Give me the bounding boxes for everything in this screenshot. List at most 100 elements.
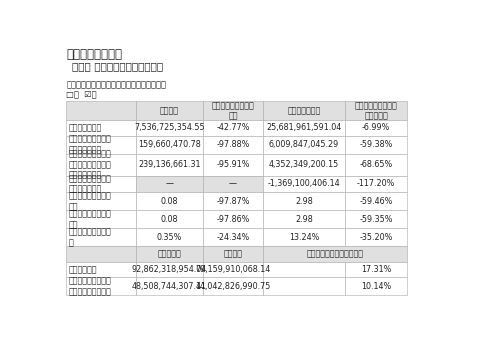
Bar: [263, 210, 345, 228]
Text: 一、主要财务数据: 一、主要财务数据: [66, 48, 122, 61]
Text: 239,136,661.31: 239,136,661.31: [138, 160, 201, 169]
Text: -59.46%: -59.46%: [359, 197, 393, 206]
Bar: [263, 136, 345, 154]
Text: 年初至报告期末: 年初至报告期末: [287, 106, 321, 115]
Text: -35.20%: -35.20%: [359, 233, 393, 242]
Bar: [263, 228, 345, 246]
Bar: [345, 228, 407, 246]
Text: -117.20%: -117.20%: [357, 179, 395, 188]
Text: —: —: [229, 179, 237, 188]
Bar: [263, 154, 345, 175]
Text: 25,681,961,591.04: 25,681,961,591.04: [266, 123, 342, 132]
Text: 10.14%: 10.14%: [361, 282, 391, 291]
Bar: [136, 210, 203, 228]
Bar: [66, 120, 136, 136]
Bar: [203, 277, 263, 295]
Text: 13.24%: 13.24%: [289, 233, 319, 242]
Text: 48,508,744,307.11: 48,508,744,307.11: [132, 282, 207, 291]
Bar: [136, 101, 203, 120]
Text: 归属于上市公司股东
的净利润（元）: 归属于上市公司股东 的净利润（元）: [68, 135, 111, 155]
Text: 17.31%: 17.31%: [361, 265, 391, 274]
Bar: [136, 175, 203, 192]
Text: 稀释每股收益（元／
股）: 稀释每股收益（元／ 股）: [68, 209, 111, 229]
Text: （一） 主要会计数据和财务指标: （一） 主要会计数据和财务指标: [72, 62, 163, 72]
Bar: [345, 277, 407, 295]
Bar: [136, 262, 203, 277]
Bar: [263, 175, 345, 192]
Text: 本报告期: 本报告期: [160, 106, 179, 115]
Bar: [66, 210, 136, 228]
Text: 0.08: 0.08: [161, 197, 178, 206]
Bar: [136, 192, 203, 210]
Bar: [345, 210, 407, 228]
Bar: [66, 192, 136, 210]
Text: —: —: [166, 179, 174, 188]
Bar: [136, 120, 203, 136]
Bar: [203, 136, 263, 154]
Bar: [263, 192, 345, 210]
Text: 2.98: 2.98: [295, 197, 313, 206]
Bar: [136, 246, 203, 262]
Bar: [136, 228, 203, 246]
Bar: [203, 175, 263, 192]
Bar: [203, 246, 263, 262]
Text: -97.88%: -97.88%: [216, 140, 250, 149]
Text: 4,352,349,200.15: 4,352,349,200.15: [269, 160, 339, 169]
Text: 44,042,826,990.75: 44,042,826,990.75: [195, 282, 270, 291]
Text: 92,862,318,954.04: 92,862,318,954.04: [132, 265, 207, 274]
Bar: [66, 277, 136, 295]
Bar: [203, 120, 263, 136]
Bar: [263, 262, 345, 277]
Text: 上年度末: 上年度末: [224, 249, 243, 258]
Text: 年初至报告期末比上
年同期增减: 年初至报告期末比上 年同期增减: [355, 101, 397, 121]
Bar: [66, 228, 136, 246]
Text: 0.35%: 0.35%: [157, 233, 182, 242]
Bar: [345, 154, 407, 175]
Bar: [345, 175, 407, 192]
Text: 基本每股收益（元／
股）: 基本每股收益（元／ 股）: [68, 191, 111, 211]
Bar: [136, 136, 203, 154]
Bar: [66, 246, 136, 262]
Text: 本报告期末比上年度末增减: 本报告期末比上年度末增减: [307, 249, 364, 258]
Bar: [203, 192, 263, 210]
Text: 0.08: 0.08: [161, 215, 178, 224]
Bar: [345, 192, 407, 210]
Bar: [203, 154, 263, 175]
Bar: [263, 277, 345, 295]
Text: 2.98: 2.98: [295, 215, 313, 224]
Bar: [66, 262, 136, 277]
Bar: [345, 120, 407, 136]
Text: -42.77%: -42.77%: [216, 123, 250, 132]
Text: 归属于上市公司股东
的扣除非经常性损益
的净利润（元）: 归属于上市公司股东 的扣除非经常性损益 的净利润（元）: [68, 149, 111, 180]
Text: -6.99%: -6.99%: [362, 123, 390, 132]
Text: -24.34%: -24.34%: [217, 233, 250, 242]
Text: 本报告期末: 本报告期末: [158, 249, 182, 258]
Bar: [203, 228, 263, 246]
Bar: [66, 136, 136, 154]
Bar: [345, 262, 407, 277]
Bar: [345, 136, 407, 154]
Text: -97.86%: -97.86%: [216, 215, 250, 224]
Bar: [263, 120, 345, 136]
Text: 经营活动产生的现金
流量净额（元）: 经营活动产生的现金 流量净额（元）: [68, 174, 111, 194]
Text: -1,369,100,406.14: -1,369,100,406.14: [268, 179, 340, 188]
Bar: [345, 101, 407, 120]
Text: □是  ☑否: □是 ☑否: [66, 91, 97, 100]
Text: -59.35%: -59.35%: [359, 215, 393, 224]
Text: -97.87%: -97.87%: [216, 197, 250, 206]
Text: -59.38%: -59.38%: [359, 140, 393, 149]
Text: 7,536,725,354.55: 7,536,725,354.55: [134, 123, 205, 132]
Text: 加权平均净资产收益
率: 加权平均净资产收益 率: [68, 227, 111, 247]
Bar: [263, 101, 345, 120]
Bar: [203, 101, 263, 120]
Text: 营业收入（元）: 营业收入（元）: [68, 123, 102, 132]
Text: -68.65%: -68.65%: [359, 160, 393, 169]
Bar: [66, 175, 136, 192]
Text: 本报告期比上年同期
增减: 本报告期比上年同期 增减: [212, 101, 254, 121]
Text: 总资产（元）: 总资产（元）: [68, 265, 97, 274]
Bar: [203, 210, 263, 228]
Text: 归属于上市公司股东
的所有者权益（元）: 归属于上市公司股东 的所有者权益（元）: [68, 276, 111, 296]
Bar: [203, 262, 263, 277]
Text: 159,660,470.78: 159,660,470.78: [138, 140, 201, 149]
Bar: [136, 277, 203, 295]
